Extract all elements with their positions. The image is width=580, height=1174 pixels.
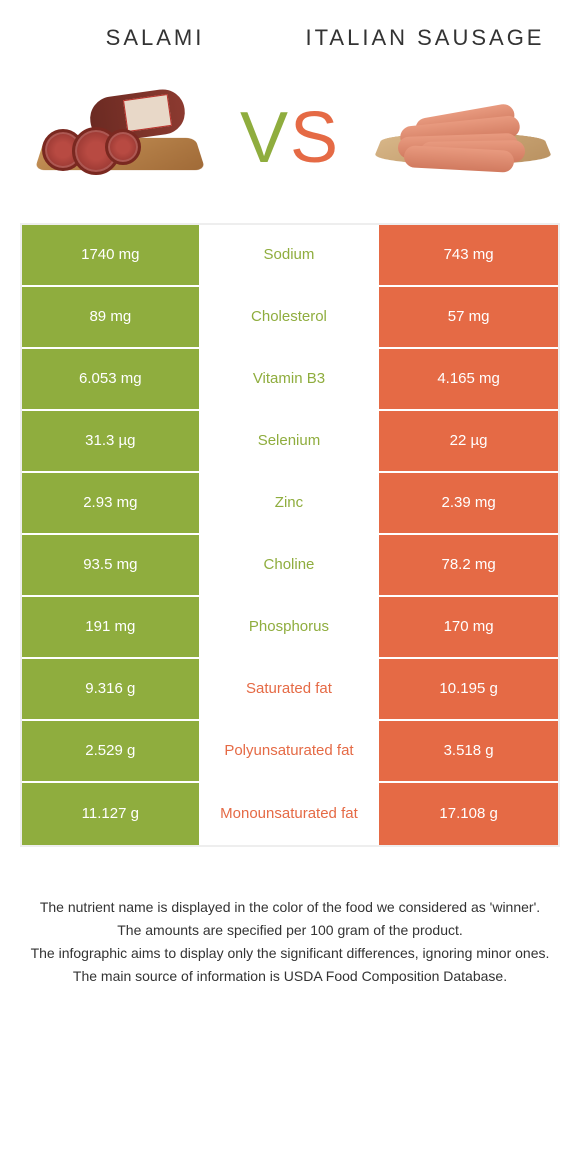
table-row: 11.127 gMonounsaturated fat17.108 g <box>22 783 558 845</box>
left-value-cell: 31.3 µg <box>22 411 201 471</box>
footnote-line: The amounts are specified per 100 gram o… <box>30 920 550 941</box>
left-value-cell: 11.127 g <box>22 783 201 845</box>
footnotes: The nutrient name is displayed in the co… <box>0 847 580 1009</box>
header: Salami Italian sausage <box>0 0 580 63</box>
left-food-title: Salami <box>34 24 277 53</box>
left-value-cell: 191 mg <box>22 597 201 657</box>
images-row: VS <box>0 63 580 223</box>
table-row: 191 mgPhosphorus170 mg <box>22 597 558 659</box>
right-value-cell: 2.39 mg <box>379 473 558 533</box>
left-value-cell: 1740 mg <box>22 225 201 285</box>
left-value-cell: 2.529 g <box>22 721 201 781</box>
right-value-cell: 3.518 g <box>379 721 558 781</box>
footnote-line: The infographic aims to display only the… <box>30 943 550 964</box>
nutrient-label-cell: Choline <box>201 535 380 595</box>
left-value-cell: 6.053 mg <box>22 349 201 409</box>
comparison-table: 1740 mgSodium743 mg89 mgCholesterol57 mg… <box>20 223 560 847</box>
nutrient-label-cell: Sodium <box>201 225 380 285</box>
right-value-cell: 4.165 mg <box>379 349 558 409</box>
right-value-cell: 78.2 mg <box>379 535 558 595</box>
vs-label: VS <box>240 97 340 179</box>
nutrient-label-cell: Polyunsaturated fat <box>201 721 380 781</box>
table-row: 1740 mgSodium743 mg <box>22 225 558 287</box>
nutrient-label-cell: Vitamin B3 <box>201 349 380 409</box>
nutrient-label-cell: Phosphorus <box>201 597 380 657</box>
table-row: 2.93 mgZinc2.39 mg <box>22 473 558 535</box>
vs-s-letter: S <box>290 98 340 178</box>
right-value-cell: 170 mg <box>379 597 558 657</box>
left-value-cell: 2.93 mg <box>22 473 201 533</box>
right-food-title: Italian sausage <box>304 24 547 53</box>
table-row: 6.053 mgVitamin B34.165 mg <box>22 349 558 411</box>
nutrient-label-cell: Selenium <box>201 411 380 471</box>
vs-v-letter: V <box>240 98 290 178</box>
right-value-cell: 17.108 g <box>379 783 558 845</box>
table-row: 2.529 gPolyunsaturated fat3.518 g <box>22 721 558 783</box>
left-value-cell: 89 mg <box>22 287 201 347</box>
nutrient-label-cell: Zinc <box>201 473 380 533</box>
left-food-image <box>20 78 220 198</box>
nutrient-label-cell: Monounsaturated fat <box>201 783 380 845</box>
table-row: 31.3 µgSelenium22 µg <box>22 411 558 473</box>
table-row: 93.5 mgCholine78.2 mg <box>22 535 558 597</box>
left-value-cell: 9.316 g <box>22 659 201 719</box>
nutrient-label-cell: Cholesterol <box>201 287 380 347</box>
table-row: 9.316 gSaturated fat10.195 g <box>22 659 558 721</box>
left-value-cell: 93.5 mg <box>22 535 201 595</box>
right-value-cell: 743 mg <box>379 225 558 285</box>
right-value-cell: 10.195 g <box>379 659 558 719</box>
right-value-cell: 22 µg <box>379 411 558 471</box>
nutrient-label-cell: Saturated fat <box>201 659 380 719</box>
footnote-line: The nutrient name is displayed in the co… <box>30 897 550 918</box>
right-food-image <box>360 78 560 198</box>
right-value-cell: 57 mg <box>379 287 558 347</box>
footnote-line: The main source of information is USDA F… <box>30 966 550 987</box>
table-row: 89 mgCholesterol57 mg <box>22 287 558 349</box>
